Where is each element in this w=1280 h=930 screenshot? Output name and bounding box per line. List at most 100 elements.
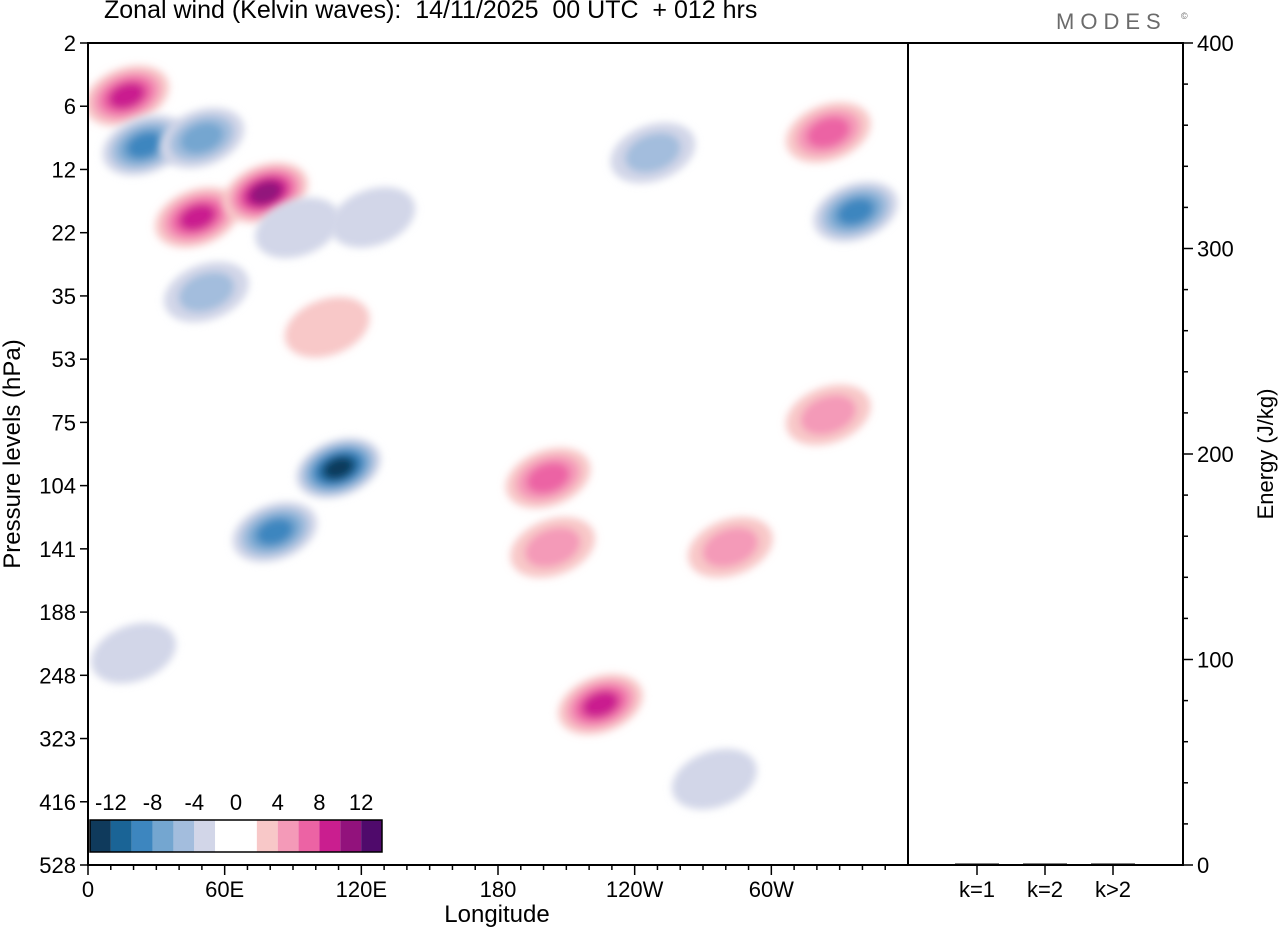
colorbar: -12 -8 -4 0 4 8 12	[86, 780, 386, 860]
colorbar-swatch	[361, 820, 382, 852]
contour-band	[256, 519, 293, 545]
wind-anomaly-11	[505, 447, 591, 509]
colorbar-swatch	[90, 820, 111, 852]
contour-band	[625, 132, 681, 173]
brand-logo: MODES	[1056, 9, 1167, 34]
contour-band	[126, 132, 163, 159]
x-tick-label: 60W	[749, 877, 794, 902]
colorbar-label: -12	[95, 790, 127, 815]
contour-band	[249, 181, 282, 205]
wind-anomaly-2	[159, 107, 245, 169]
contour-band	[179, 204, 216, 231]
colorbar-swatch	[236, 820, 257, 852]
contour-band	[180, 122, 224, 154]
contour-band	[255, 197, 340, 259]
y-tick-label: 323	[39, 727, 76, 752]
energy-tick-label: 400	[1197, 31, 1234, 56]
contour-band	[524, 527, 581, 568]
contour-band	[108, 82, 145, 109]
energy-plot-frame	[907, 42, 1184, 866]
energy-axis-label: Energy (J/kg)	[1253, 389, 1278, 520]
energy-bars: 0 100 200 300 400 k=1 k=2 k>2	[955, 31, 1234, 902]
contour-band	[837, 198, 874, 225]
wind-anomaly-9	[296, 437, 381, 499]
brand-copyright-mark: ©	[1181, 11, 1188, 21]
y-tick-label: 22	[52, 221, 76, 246]
energy-category-label: k=2	[1027, 877, 1063, 902]
contour-band	[702, 527, 759, 568]
x-tick-label: 180	[480, 877, 517, 902]
wind-anomaly-16	[785, 102, 871, 163]
colorbar-swatch	[152, 820, 174, 852]
colorbar-label: 12	[349, 790, 373, 815]
y-tick-label: 6	[64, 94, 76, 119]
y-tick-label: 75	[52, 410, 76, 435]
y-tick-label: 53	[52, 347, 76, 372]
y-tick-label: 248	[39, 663, 76, 688]
contour-band	[671, 748, 757, 810]
wind-anomaly-17	[687, 517, 773, 578]
contour-band	[582, 691, 619, 718]
wind-anomaly-10	[232, 501, 318, 563]
y-tick-label: 188	[39, 600, 76, 625]
contour-band	[330, 187, 416, 248]
x-axis-label: Longitude	[444, 901, 549, 928]
contour-band	[91, 622, 176, 684]
colorbar-frame	[89, 819, 383, 853]
y-tick-label: 416	[39, 790, 76, 815]
wind-anomaly-3	[154, 187, 240, 248]
energy-category-label: k>2	[1095, 877, 1131, 902]
colorbar-swatch	[110, 820, 132, 852]
wind-anomaly-7	[164, 261, 249, 323]
contour-band	[178, 272, 235, 312]
main-plot-frame	[87, 42, 909, 866]
colorbar-swatch	[256, 820, 278, 852]
wind-anomaly-14	[785, 384, 871, 446]
x-tick-label: 60E	[205, 877, 244, 902]
energy-bar	[1091, 863, 1135, 865]
colorbar-label: -8	[143, 790, 163, 815]
wind-anomaly-12	[510, 517, 596, 578]
contour-band	[324, 457, 353, 479]
colorbar-swatch	[277, 820, 299, 852]
colorbar-swatch	[298, 820, 320, 852]
wind-anomaly-5	[255, 197, 340, 259]
energy-tick-label: 200	[1197, 442, 1234, 467]
colorbar-label: 0	[230, 790, 242, 815]
colorbar-label: 4	[272, 790, 284, 815]
wind-anomaly-13	[558, 674, 643, 735]
wind-anomaly-18	[671, 748, 757, 810]
colorbar-swatch	[173, 820, 195, 852]
colorbar-swatch	[319, 820, 341, 852]
colorbar-swatch	[215, 820, 236, 852]
colorbar-label: 8	[313, 790, 325, 815]
y-tick-label: 528	[39, 853, 76, 878]
y-tick-label: 141	[39, 537, 76, 562]
wind-anomaly-15	[813, 181, 899, 243]
y-tick-label: 35	[52, 284, 76, 309]
contour-band	[800, 395, 857, 435]
colorbar-label: -4	[185, 790, 205, 815]
contour-band	[526, 462, 570, 494]
wind-anomaly-19	[610, 122, 696, 184]
colorbar-swatch	[194, 820, 216, 852]
contour-field	[88, 65, 899, 810]
contour-band	[284, 296, 370, 358]
y-tick-label: 104	[39, 474, 76, 499]
colorbar-swatch	[340, 820, 362, 852]
chart-title: Zonal wind (Kelvin waves): 14/11/2025 00…	[104, 0, 758, 24]
energy-tick-label: 300	[1197, 237, 1234, 262]
colorbar-swatch	[131, 820, 153, 852]
energy-tick-label: 100	[1197, 648, 1234, 673]
x-tick-label: 120W	[606, 877, 664, 902]
energy-bar	[955, 863, 999, 865]
wind-anomaly-8	[284, 296, 370, 358]
wind-anomaly-6	[330, 187, 416, 248]
contour-band	[806, 117, 850, 148]
wind-anomaly-0	[88, 65, 170, 127]
x-tick-label: 0	[82, 877, 94, 902]
energy-bar	[1023, 863, 1067, 865]
y-axis-label: Pressure levels (hPa)	[0, 339, 26, 568]
